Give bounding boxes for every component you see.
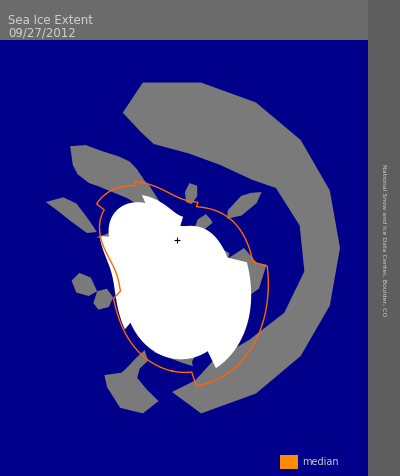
Polygon shape <box>196 217 213 231</box>
Polygon shape <box>100 195 251 368</box>
Text: median: median <box>302 457 339 467</box>
Polygon shape <box>154 333 199 366</box>
Polygon shape <box>46 197 97 233</box>
Bar <box>280 455 298 469</box>
Polygon shape <box>222 248 266 304</box>
Polygon shape <box>70 145 160 219</box>
Polygon shape <box>93 289 113 310</box>
Polygon shape <box>96 228 145 238</box>
Polygon shape <box>104 350 159 414</box>
Text: National Snow and Ice Data Center, Boulder, CO: National Snow and Ice Data Center, Bould… <box>382 164 386 316</box>
Polygon shape <box>184 295 234 335</box>
Text: 09/27/2012: 09/27/2012 <box>8 26 76 39</box>
Polygon shape <box>72 273 97 296</box>
Polygon shape <box>185 183 197 204</box>
Polygon shape <box>186 90 218 163</box>
Polygon shape <box>227 192 262 218</box>
Bar <box>368 0 400 476</box>
Polygon shape <box>209 248 229 263</box>
Polygon shape <box>164 334 175 344</box>
Polygon shape <box>123 82 340 414</box>
Polygon shape <box>194 214 211 229</box>
Text: Sea Ice Extent: Sea Ice Extent <box>8 14 93 27</box>
